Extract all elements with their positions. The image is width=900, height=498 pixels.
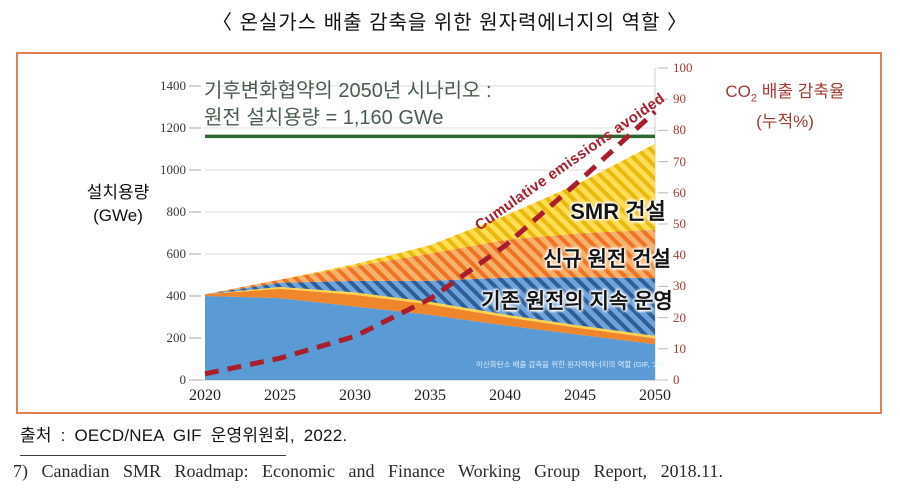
x-tick-label: 2035 (414, 387, 446, 404)
area-new-nuclear-build (205, 229, 655, 295)
y-right-tick-label: 20 (673, 309, 686, 325)
area-label-existing-fleet-lto: 기존 원전의 지속 운영 (481, 290, 673, 313)
source-line: 출처 : OECD/NEA GIF 운영위원회, 2022. (20, 426, 348, 445)
footnote-separator (20, 455, 286, 456)
footnote: 7) Canadian SMR Roadmap: Economic and Fi… (13, 461, 723, 481)
y-left-tick-label: 1400 (160, 78, 186, 93)
left-axis-title: 설치용량 (GWe) (54, 181, 182, 227)
y-right-tick-label: 50 (673, 216, 686, 231)
scenario-note-line2: 원전 설치용량 = 1,160 GWe (204, 107, 444, 129)
co2-subscript: 2 (750, 92, 757, 105)
area-label-smr-build: SMR 건설 (570, 199, 666, 224)
x-tick-label: 2030 (339, 387, 371, 404)
x-tick-label: 2025 (264, 387, 296, 404)
scenario-note: 기후변화협약의 2050년 시나리오 : 원전 설치용량 = 1,160 GWe (204, 78, 492, 132)
right-axis-title-line1: CO2 배출 감축율 (684, 80, 880, 110)
y-right-tick-label: 80 (673, 122, 686, 138)
y-right-tick-label: 0 (673, 372, 680, 387)
co2-prefix: CO (725, 82, 751, 101)
y-right-tick-label: 10 (673, 340, 686, 356)
y-right-tick-label: 70 (673, 153, 686, 169)
area-label-new-nuclear-build: 신규 원전 건설 (543, 248, 671, 271)
cumulative-emissions-line (204, 109, 657, 377)
y-left-tick-label: 1200 (160, 120, 186, 135)
x-tick-label: 2020 (189, 387, 221, 404)
axis-tick-layer: 0 200 400 600 800 1000 1200 1400 0 10 20 30 40 50 60 70… (18, 54, 880, 412)
scenario-note-line1: 기후변화협약의 2050년 시나리오 : (204, 80, 492, 102)
y-right-tick-label: 90 (673, 91, 686, 107)
left-axis-title-line1: 설치용량 (86, 183, 150, 202)
area-existing-fleet-operating (205, 296, 655, 380)
area-existing-fleet-lto (205, 277, 655, 336)
y-left-tick-label: 400 (166, 288, 187, 303)
y-right-tick-label: 100 (673, 60, 693, 75)
right-axis-title-line2: (누적%) (756, 112, 814, 132)
y-right-tick-label: 60 (673, 184, 686, 200)
right-axis-title: CO2 배출 감축율 (누적%) (684, 80, 880, 133)
x-tick-label: 2045 (564, 387, 596, 404)
y-right-tick-label: 40 (673, 247, 686, 263)
area-smr-build (205, 143, 655, 295)
page-title: 〈 온실가스 배출 감축을 위한 원자력에너지의 역할 〉 (212, 12, 688, 34)
in-plot-caption: 이산화탄소 배출 감축을 위한 원자력에너지의 역할 (GIF, '22) (476, 360, 665, 369)
co2-suffix: 배출 감축율 (756, 82, 845, 101)
area-reactors-under-construction (205, 288, 655, 345)
chart-frame: 0 200 400 600 800 1000 1200 1400 0 10 20 30 40 50 60 70… (16, 52, 882, 414)
stacked-area-chart (189, 67, 668, 381)
x-tick-label: 2050 (639, 387, 671, 404)
y-left-tick-label: 0 (179, 372, 187, 387)
y-right-tick-label: 30 (673, 278, 686, 294)
y-left-tick-label: 1000 (160, 162, 186, 177)
y-left-tick-label: 600 (166, 246, 187, 261)
left-axis-title-line2: (GWe) (93, 206, 143, 225)
y-left-tick-label: 800 (166, 204, 187, 219)
y-left-tick-label: 200 (166, 330, 187, 345)
x-tick-label: 2040 (489, 387, 521, 404)
